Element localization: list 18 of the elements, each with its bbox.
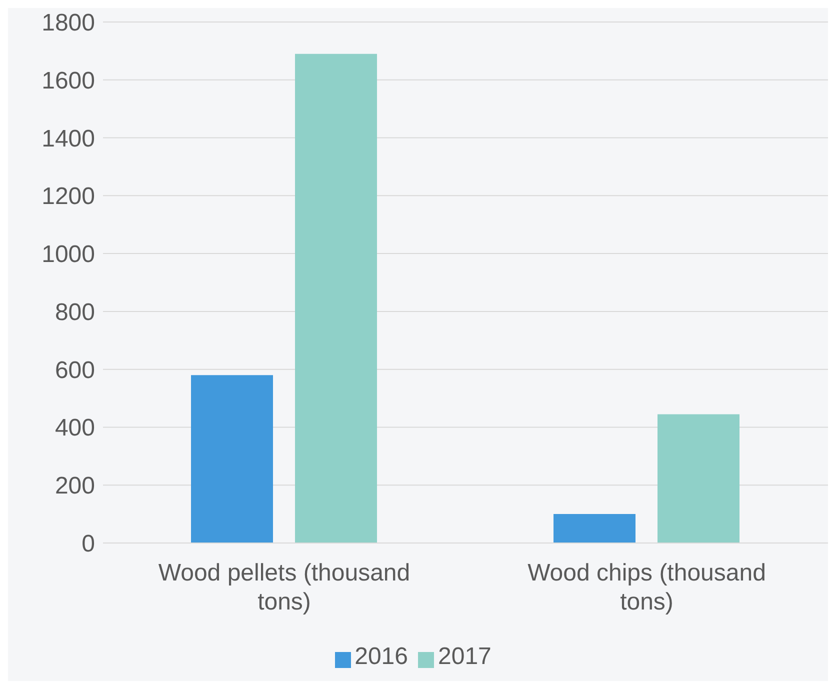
x-tick-label: Wood chips (thousand tons) <box>528 560 766 616</box>
y-tick-label: 600 <box>54 356 95 384</box>
legend-label: 2017 <box>438 643 492 670</box>
y-tick-label: 200 <box>54 472 95 500</box>
bar <box>554 514 636 543</box>
y-tick-label: 0 <box>82 530 95 558</box>
y-tick-label: 400 <box>54 414 95 442</box>
legend-label: 2016 <box>354 643 408 670</box>
y-tick-label: 1200 <box>42 183 95 210</box>
y-tick-label: 1600 <box>42 67 95 94</box>
y-tick-label: 800 <box>54 298 95 326</box>
y-tick-label: 1000 <box>42 241 95 268</box>
bar <box>658 414 740 543</box>
x-tick-label: Wood pellets (thousand tons) <box>158 560 410 616</box>
bar <box>191 375 273 543</box>
y-tick-label: 1400 <box>42 125 95 152</box>
y-tick-label: 1800 <box>42 10 95 37</box>
bar <box>295 54 377 543</box>
